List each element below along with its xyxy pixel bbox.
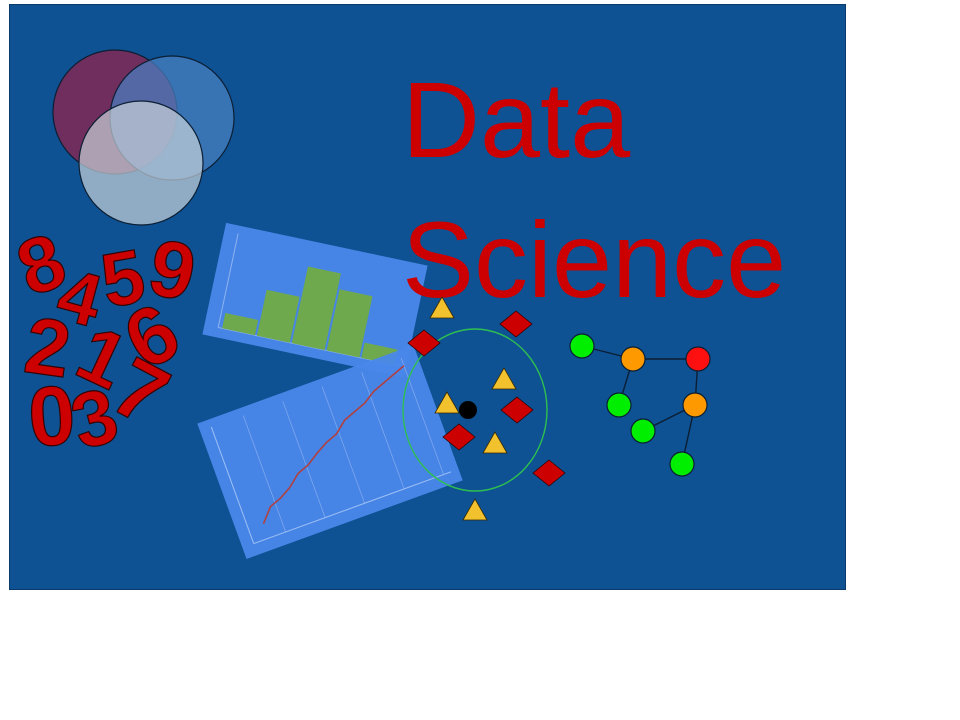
histogram-panel	[202, 222, 428, 378]
line-chart-background	[197, 345, 463, 559]
illustration-svg: 8 4 5 9 2 1 6 0 3 7 Data Science	[10, 5, 845, 589]
line-chart-y-axis	[210, 426, 255, 544]
triangle-marker	[491, 367, 517, 390]
histogram-bar	[326, 289, 373, 358]
gridline	[321, 386, 365, 504]
graph-node	[682, 392, 708, 418]
line-series	[262, 365, 405, 524]
network-graph	[569, 333, 711, 477]
venn-circle-3	[78, 100, 204, 226]
triangle-marker	[462, 498, 488, 521]
diamond-marker	[407, 329, 441, 357]
triangle-marker	[434, 391, 460, 414]
venn-diagram	[52, 49, 235, 226]
gridline	[361, 372, 405, 490]
graph-node	[606, 392, 632, 418]
line-chart-panel	[197, 345, 463, 559]
histogram-bar	[256, 289, 300, 343]
line-chart-x-axis	[253, 471, 452, 545]
graph-node	[685, 346, 711, 372]
gridline	[242, 415, 287, 533]
graph-node	[630, 418, 656, 444]
triangle-marker	[429, 296, 455, 319]
histogram-bar	[291, 266, 341, 351]
histogram-y-axis	[217, 233, 239, 328]
graph-node	[620, 346, 646, 372]
triangle-markers	[429, 296, 517, 521]
cluster-boundary	[402, 328, 548, 492]
data-science-illustration: 8 4 5 9 2 1 6 0 3 7 Data Science	[9, 4, 846, 590]
graph-node	[669, 451, 695, 477]
gridline	[282, 400, 326, 518]
diamond-marker	[499, 310, 533, 338]
cluster-scatter	[402, 296, 566, 521]
histogram-bars	[222, 266, 398, 365]
cluster-centroid	[459, 401, 477, 419]
diamond-marker	[442, 423, 476, 451]
title-line-2: Science	[402, 199, 786, 320]
histogram-bar	[222, 312, 259, 336]
digit-glyph: 0	[25, 367, 78, 464]
graph-nodes	[569, 333, 711, 477]
diamond-marker	[500, 396, 534, 424]
diamond-marker	[532, 459, 566, 487]
diamond-markers	[407, 310, 566, 487]
triangle-marker	[482, 431, 508, 454]
title-line-1: Data	[402, 59, 631, 180]
graph-node	[569, 333, 595, 359]
